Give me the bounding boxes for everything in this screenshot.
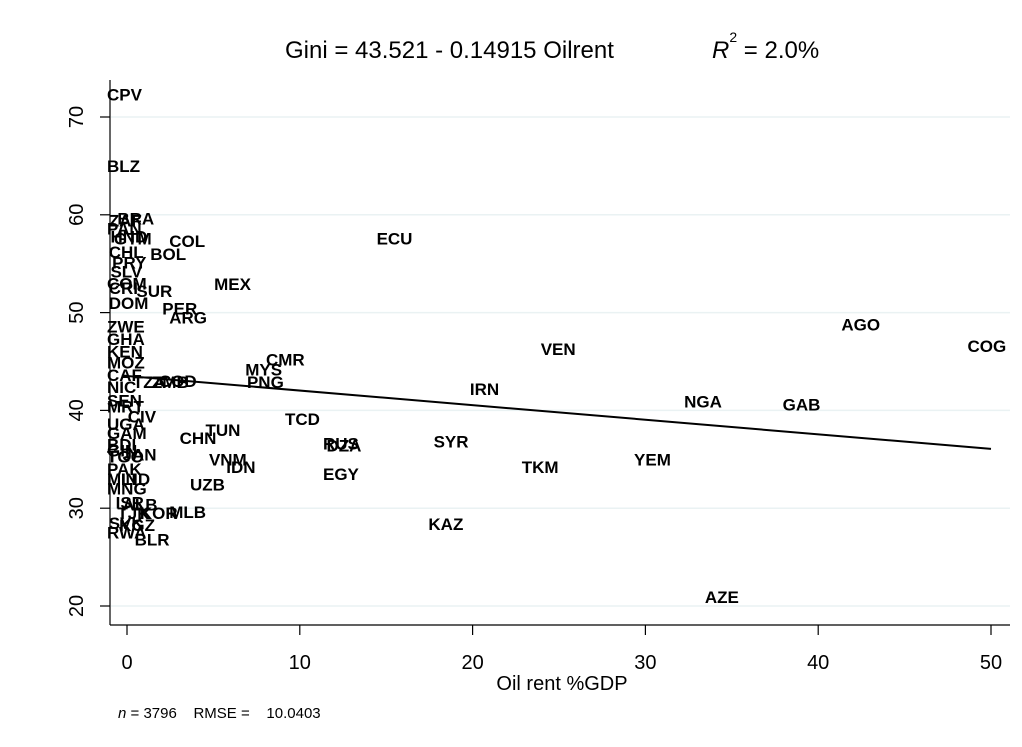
y-tick-label: 60 (66, 204, 88, 226)
point-label: NGA (684, 393, 722, 412)
point-label: NIC (107, 378, 136, 397)
point-label: BLZ (107, 157, 140, 176)
point-label: PER (162, 300, 197, 319)
point-label: TJK (117, 504, 150, 523)
point-label: CPV (107, 86, 143, 105)
y-tick-label: 70 (66, 106, 88, 128)
point-label: DZA (326, 437, 361, 456)
point-label: GTM (114, 229, 152, 248)
point-label: BRA (117, 210, 154, 229)
point-label: DOM (109, 294, 149, 313)
point-label: SYR (434, 433, 469, 452)
point-label: GAB (783, 396, 821, 415)
point-label: PAK (107, 460, 142, 479)
y-tick-label: 40 (66, 399, 88, 421)
point-label: TUN (205, 421, 240, 440)
r-squared-label: R2 = 2.0% (712, 29, 819, 64)
point-label: CHL (109, 243, 144, 262)
point-label: RUS (323, 435, 359, 454)
x-tick-label: 40 (807, 652, 829, 674)
point-label: MEX (214, 275, 252, 294)
point-label: VNM (209, 450, 247, 469)
point-label: SLV (110, 263, 142, 282)
point-label: SEN (107, 392, 142, 411)
point-label: VEN (541, 340, 576, 359)
point-label: IDN (226, 458, 255, 477)
point-label: JAN (123, 445, 157, 464)
point-label: BOL (150, 245, 186, 264)
point-label: ZMB (152, 373, 189, 392)
point-label: SUR (136, 282, 172, 301)
ticks: 20 30 40 50 60 70 0 10 20 30 40 50 (66, 106, 1002, 674)
x-tick-label: 20 (461, 652, 483, 674)
n-rmse-text: = 3796 RMSE = 10.0403 (126, 705, 321, 722)
point-label: EGY (323, 465, 360, 484)
point-label: TGO (107, 447, 144, 466)
point-label: MNG (107, 480, 147, 499)
y-tick-label: 20 (66, 595, 88, 617)
point-label: COD (159, 372, 197, 391)
point-label: ECU (377, 229, 413, 248)
point-label: MLI (107, 470, 136, 489)
footer-stats: n = 3796 RMSE = 10.0403 (118, 705, 321, 722)
x-tick-label: 50 (980, 652, 1002, 674)
point-label: HND (110, 227, 147, 246)
point-label: ARG (169, 308, 207, 327)
x-tick-label: 10 (289, 652, 311, 674)
point-label: ALB (123, 495, 158, 514)
point-label: KGZ (119, 516, 155, 535)
point-label: MYS (245, 360, 282, 379)
point-label: GHA (107, 330, 145, 349)
point-label: CHN (180, 429, 217, 448)
point-label: COG (968, 337, 1007, 356)
n-label: n (118, 705, 127, 722)
point-label: PRY (112, 254, 147, 273)
point-label: KEN (107, 343, 143, 362)
fit-line-group (121, 374, 992, 450)
point-label: KOR (140, 504, 178, 523)
r-symbol: R (712, 37, 729, 64)
point-label: GIN (107, 441, 137, 460)
point-label: COL (169, 232, 205, 251)
chart-title: Gini = 43.521 - 0.14915 Oilrent (285, 37, 614, 64)
r-value: = 2.0% (737, 37, 819, 64)
gridlines (111, 116, 1010, 607)
point-label: ISR (116, 493, 144, 512)
x-tick-label: 30 (634, 652, 656, 674)
point-label: UZB (190, 476, 225, 495)
point-label: SVK (109, 514, 145, 533)
point-label: ZAF (109, 212, 142, 231)
point-label: RWA (107, 524, 146, 543)
axes (109, 80, 1010, 626)
point-label: PAN (107, 219, 142, 238)
point-label: MOZ (107, 353, 145, 372)
point-label: UGA (107, 415, 145, 434)
point-label: BLR (135, 530, 170, 549)
point-label: IRN (470, 380, 499, 399)
x-tick-label: 0 (121, 652, 132, 674)
x-axis-label: Oil rent %GDP (496, 673, 627, 695)
r-exponent: 2 (729, 29, 737, 45)
point-label: COM (107, 274, 147, 293)
point-label: CIV (128, 407, 157, 426)
point-label: AGO (841, 315, 880, 334)
point-label: YEM (634, 450, 671, 469)
fit-line (121, 374, 992, 450)
y-tick-label: 50 (66, 301, 88, 323)
point-label: CRI (109, 279, 138, 298)
point-label: IND (121, 470, 150, 489)
point-label: ZWE (107, 317, 145, 336)
y-tick-label: 30 (66, 497, 88, 519)
point-label: KAZ (428, 515, 463, 534)
point-label: AZE (705, 588, 739, 607)
point-label: MLB (169, 503, 206, 522)
point-label: MRT (107, 397, 144, 416)
point-label: TKM (522, 458, 559, 477)
point-label: CMR (266, 351, 305, 370)
point-label: GAM (107, 424, 147, 443)
point-label: BDI (107, 436, 136, 455)
point-label: TCD (285, 410, 320, 429)
